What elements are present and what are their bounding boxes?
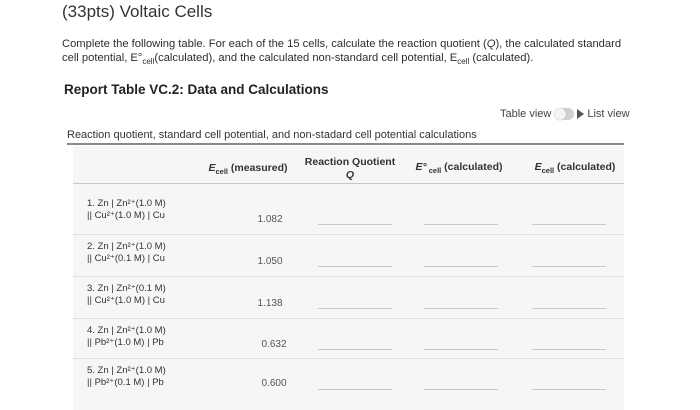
- measured-value: 0.632: [261, 339, 287, 350]
- quotient-input[interactable]: [318, 308, 392, 309]
- list-view-icon: [577, 109, 585, 119]
- report-table-title: Report Table VC.2: Data and Calculations: [64, 82, 329, 97]
- header-quotient-q: Q: [345, 169, 355, 181]
- measured-value: 1.082: [257, 214, 283, 225]
- cell-cathode: || Pb²⁺(0.1 M) | Pb: [87, 377, 164, 388]
- header-measured-sub: cell: [215, 167, 228, 177]
- header-quotient: Reaction Quotient Q: [300, 156, 400, 182]
- cell-anode: 4. Zn | Zn²⁺(1.0 M): [87, 325, 166, 336]
- cell-cathode: || Pb²⁺(1.0 M) | Pb: [87, 337, 164, 348]
- table-row-label: 1. Zn | Zn²⁺(1.0 M) || Cu²⁺(1.0 M) | Cu: [87, 198, 166, 222]
- nonstd-potential-input[interactable]: [532, 389, 606, 390]
- std-potential-input[interactable]: [424, 224, 498, 225]
- instructions-line2c: (calculated).: [469, 52, 534, 64]
- data-table: [73, 146, 624, 410]
- switch-knob: [554, 108, 567, 120]
- cell-anode: 3. Zn | Zn²⁺(0.1 M): [87, 283, 166, 294]
- instructions-line1b: ), the calculated standard: [495, 38, 622, 50]
- row-divider: [73, 234, 624, 235]
- q-symbol: Q: [486, 38, 496, 50]
- cell-cathode: || Cu²⁺(1.0 M) | Cu: [87, 295, 165, 306]
- quotient-input[interactable]: [318, 389, 392, 390]
- table-caption: Reaction quotient, standard cell potenti…: [67, 129, 477, 141]
- header-quotient-line1: Reaction Quotient: [304, 156, 396, 168]
- header-divider: [73, 183, 624, 184]
- header-measured-suffix: (measured): [228, 162, 288, 174]
- instructions-line1a: Complete the following table. For each o…: [62, 38, 487, 50]
- page-title: (33pts) Voltaic Cells: [62, 2, 213, 21]
- view-switch[interactable]: [554, 108, 575, 120]
- measured-value: 0.600: [261, 378, 287, 389]
- std-potential-input[interactable]: [424, 308, 498, 309]
- table-row-label: 5. Zn | Zn²⁺(1.0 M) || Pb²⁺(0.1 M) | Pb: [87, 365, 166, 389]
- cell-subscript-2: cell: [457, 57, 470, 67]
- cell-anode: 5. Zn | Zn²⁺(1.0 M): [87, 365, 166, 376]
- header-nonstandard-potential: Ecell (calculated): [525, 161, 625, 177]
- header-std-sub: cell: [426, 166, 442, 176]
- cell-anode: 2. Zn | Zn²⁺(1.0 M): [87, 241, 166, 252]
- nonstd-potential-input[interactable]: [532, 308, 606, 309]
- std-potential-input[interactable]: [424, 349, 498, 350]
- table-row-label: 2. Zn | Zn²⁺(1.0 M) || Cu²⁺(0.1 M) | Cu: [87, 241, 166, 265]
- cell-cathode: || Cu²⁺(1.0 M) | Cu: [87, 210, 165, 221]
- quotient-input[interactable]: [318, 349, 392, 350]
- std-potential-input[interactable]: [424, 266, 498, 267]
- quotient-input[interactable]: [318, 224, 392, 225]
- header-std-suffix: (calculated): [441, 161, 503, 173]
- table-view-label[interactable]: Table view: [500, 108, 552, 120]
- header-measured-e: E: [208, 162, 216, 174]
- table-row-label: 3. Zn | Zn²⁺(0.1 M) || Cu²⁺(1.0 M) | Cu: [87, 283, 166, 307]
- quotient-input[interactable]: [318, 266, 392, 267]
- header-nonstd-sub: cell: [541, 166, 555, 176]
- nonstd-potential-input[interactable]: [532, 266, 606, 267]
- view-toggle[interactable]: Table view List view: [500, 108, 630, 120]
- nonstd-potential-input[interactable]: [532, 349, 606, 350]
- nonstd-potential-input[interactable]: [532, 224, 606, 225]
- std-potential-input[interactable]: [424, 389, 498, 390]
- header-standard-potential: E° cell (calculated): [409, 161, 509, 177]
- caption-divider: [67, 143, 624, 145]
- cell-cathode: || Cu²⁺(0.1 M) | Cu: [87, 253, 165, 264]
- instructions-line2b: (calculated), and the calculated non-sta…: [154, 52, 458, 64]
- instructions: Complete the following table. For each o…: [62, 37, 652, 69]
- row-divider: [73, 358, 624, 359]
- row-divider: [73, 318, 624, 319]
- instructions-line2a: cell potential, E°: [62, 52, 143, 64]
- table-row-label: 4. Zn | Zn²⁺(1.0 M) || Pb²⁺(1.0 M) | Pb: [87, 325, 166, 349]
- header-nonstd-suffix: (calculated): [554, 161, 616, 173]
- measured-value: 1.138: [257, 298, 283, 309]
- cell-subscript: cell: [142, 57, 155, 67]
- cell-anode: 1. Zn | Zn²⁺(1.0 M): [87, 198, 166, 209]
- header-nonstd-e: E: [534, 161, 542, 173]
- row-divider: [73, 276, 624, 277]
- header-std-e: E°: [415, 161, 427, 173]
- list-view-label[interactable]: List view: [587, 108, 630, 120]
- measured-value: 1.050: [257, 256, 283, 267]
- list-view-option[interactable]: List view: [577, 108, 630, 120]
- header-measured: Ecell (measured): [202, 162, 294, 178]
